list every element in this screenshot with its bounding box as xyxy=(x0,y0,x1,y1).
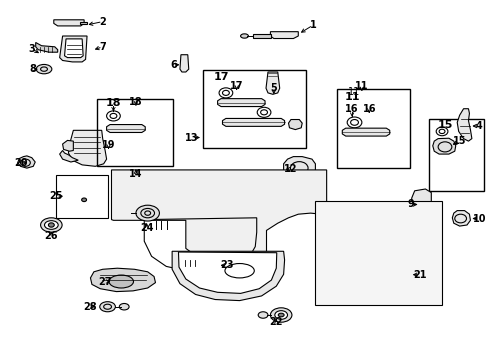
Bar xyxy=(203,70,305,148)
Polygon shape xyxy=(456,109,471,141)
Text: 8: 8 xyxy=(30,64,37,74)
Text: 13: 13 xyxy=(185,132,199,143)
Text: 9: 9 xyxy=(407,199,413,210)
Polygon shape xyxy=(18,156,35,168)
Text: 28: 28 xyxy=(83,302,97,312)
Polygon shape xyxy=(410,189,430,243)
Ellipse shape xyxy=(119,303,129,310)
Text: 21: 21 xyxy=(412,270,426,280)
Polygon shape xyxy=(222,118,284,126)
Polygon shape xyxy=(342,128,389,136)
Polygon shape xyxy=(64,39,83,58)
Text: 3: 3 xyxy=(28,44,35,54)
Bar xyxy=(97,99,172,166)
Bar xyxy=(337,89,409,168)
Text: 18: 18 xyxy=(129,96,142,107)
Bar xyxy=(428,119,483,191)
Text: 1: 1 xyxy=(309,20,316,30)
Ellipse shape xyxy=(258,312,267,318)
Polygon shape xyxy=(283,157,315,178)
Text: 15: 15 xyxy=(436,120,452,130)
Polygon shape xyxy=(178,252,276,293)
Text: 6: 6 xyxy=(170,60,177,70)
Ellipse shape xyxy=(270,308,291,322)
Ellipse shape xyxy=(240,34,248,38)
Polygon shape xyxy=(80,22,87,24)
Polygon shape xyxy=(60,36,87,62)
Text: 12: 12 xyxy=(284,164,297,174)
Bar xyxy=(315,201,441,305)
Ellipse shape xyxy=(36,64,52,74)
Ellipse shape xyxy=(81,198,86,202)
Polygon shape xyxy=(68,130,106,166)
Text: 2: 2 xyxy=(99,17,106,27)
Polygon shape xyxy=(265,72,279,94)
Polygon shape xyxy=(111,170,326,253)
Polygon shape xyxy=(270,32,298,39)
Text: 11: 11 xyxy=(347,87,360,97)
Ellipse shape xyxy=(109,275,133,288)
Text: 25: 25 xyxy=(49,191,63,201)
Ellipse shape xyxy=(100,302,115,312)
Polygon shape xyxy=(172,251,284,301)
Polygon shape xyxy=(106,125,145,132)
Text: 16: 16 xyxy=(345,104,358,114)
Polygon shape xyxy=(180,55,188,72)
Text: 20: 20 xyxy=(14,158,27,168)
Text: 23: 23 xyxy=(220,260,234,270)
Text: 19: 19 xyxy=(102,140,115,150)
Text: 15: 15 xyxy=(452,136,466,147)
Text: 18: 18 xyxy=(105,98,121,108)
Polygon shape xyxy=(217,99,264,107)
Polygon shape xyxy=(432,138,455,154)
Polygon shape xyxy=(90,268,155,292)
Text: 14: 14 xyxy=(129,168,142,179)
Polygon shape xyxy=(451,211,469,226)
Polygon shape xyxy=(253,34,271,38)
Text: 10: 10 xyxy=(471,213,485,224)
Text: 22: 22 xyxy=(269,317,283,327)
Ellipse shape xyxy=(136,205,159,221)
Bar xyxy=(56,175,107,218)
Text: 5: 5 xyxy=(270,83,277,93)
Text: 17: 17 xyxy=(229,81,243,91)
Text: 26: 26 xyxy=(44,231,58,241)
Polygon shape xyxy=(62,140,73,151)
Polygon shape xyxy=(36,42,58,52)
Text: 7: 7 xyxy=(99,42,106,52)
Text: 24: 24 xyxy=(140,222,153,233)
Text: 17: 17 xyxy=(213,72,228,82)
Ellipse shape xyxy=(41,218,62,232)
Ellipse shape xyxy=(48,223,54,227)
Text: 11: 11 xyxy=(354,81,368,91)
Text: 27: 27 xyxy=(98,276,112,287)
Polygon shape xyxy=(288,120,302,130)
Text: 16: 16 xyxy=(362,104,375,114)
Polygon shape xyxy=(54,20,84,26)
Text: 4: 4 xyxy=(475,121,482,131)
Polygon shape xyxy=(60,150,78,162)
Text: 11: 11 xyxy=(344,92,359,102)
Ellipse shape xyxy=(274,311,287,319)
Ellipse shape xyxy=(278,313,284,317)
Ellipse shape xyxy=(44,221,58,229)
